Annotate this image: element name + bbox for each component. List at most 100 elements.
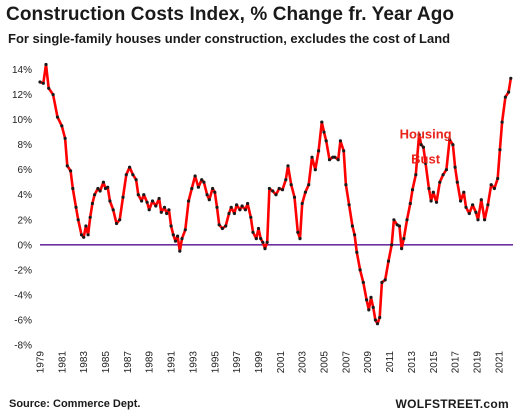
data-point xyxy=(402,237,406,241)
data-point xyxy=(173,239,178,243)
data-point xyxy=(284,178,288,182)
data-point xyxy=(427,186,431,191)
data-point xyxy=(211,186,215,191)
x-tick-label: 1981 xyxy=(57,351,68,374)
data-point xyxy=(232,211,236,216)
data-point xyxy=(196,185,200,189)
data-point xyxy=(397,224,401,228)
data-point xyxy=(251,230,255,234)
data-point xyxy=(190,186,194,191)
data-point xyxy=(303,190,307,194)
y-tick-label: 12% xyxy=(12,90,32,101)
data-point xyxy=(145,200,149,204)
data-point xyxy=(479,198,483,202)
data-point xyxy=(131,173,135,177)
data-point xyxy=(60,124,64,128)
data-point xyxy=(88,215,92,219)
data-point xyxy=(171,233,175,237)
data-point xyxy=(76,218,80,222)
data-point xyxy=(474,210,478,214)
y-tick-label: 14% xyxy=(12,65,32,76)
data-point xyxy=(471,203,475,207)
data-point xyxy=(86,233,90,237)
data-point xyxy=(187,199,191,203)
data-point xyxy=(96,186,100,191)
data-point xyxy=(338,139,342,143)
x-tick-label: 2003 xyxy=(298,351,309,374)
data-point xyxy=(128,165,132,169)
x-tick-label: 1985 xyxy=(101,351,112,374)
data-point xyxy=(51,93,55,97)
data-point xyxy=(342,149,346,153)
data-point xyxy=(424,161,428,165)
data-point xyxy=(55,115,60,119)
data-point xyxy=(38,80,42,84)
data-point xyxy=(486,203,490,207)
data-point xyxy=(355,250,359,254)
data-point xyxy=(317,149,321,153)
data-point xyxy=(154,204,158,208)
data-point xyxy=(93,193,97,197)
data-point xyxy=(421,145,425,149)
data-point xyxy=(261,240,265,244)
y-axis: -8% -6% -4% -2% 0% 2% 4% 6% 8% 10% 12% 14% xyxy=(12,65,32,351)
data-point xyxy=(408,201,412,206)
data-point xyxy=(353,233,357,237)
x-tick-label: 2011 xyxy=(385,351,396,373)
data-point xyxy=(489,183,493,187)
data-point xyxy=(327,158,332,162)
data-point xyxy=(300,201,304,206)
chart-subtitle: For single-family houses under construct… xyxy=(8,31,451,46)
data-point xyxy=(229,205,233,209)
data-point xyxy=(358,268,362,272)
y-tick-label: 6% xyxy=(18,165,33,176)
data-point xyxy=(98,189,102,193)
data-point xyxy=(459,199,463,203)
data-point xyxy=(289,183,293,187)
data-point xyxy=(378,315,382,320)
data-point xyxy=(274,193,278,197)
data-point xyxy=(101,180,105,184)
data-point xyxy=(193,174,197,178)
data-point xyxy=(240,204,244,208)
data-point xyxy=(277,186,281,191)
data-point xyxy=(324,139,328,143)
data-point xyxy=(380,280,384,284)
data-point xyxy=(453,165,457,169)
data-point xyxy=(162,205,167,209)
data-point xyxy=(265,240,269,244)
data-point xyxy=(507,90,511,94)
data-point xyxy=(259,237,263,241)
data-point xyxy=(207,198,211,202)
x-tick-label: 1991 xyxy=(167,351,178,374)
x-tick-label: 2013 xyxy=(407,351,418,374)
data-point xyxy=(124,173,128,177)
data-point xyxy=(361,280,365,284)
data-point xyxy=(134,178,138,182)
data-point xyxy=(419,143,423,147)
y-tick-label: 8% xyxy=(18,140,33,151)
data-point xyxy=(41,81,45,85)
y-tick-label: -6% xyxy=(14,315,32,326)
data-point xyxy=(310,155,314,159)
data-point xyxy=(320,120,324,124)
data-point xyxy=(69,169,73,173)
data-point xyxy=(313,168,317,172)
data-point xyxy=(365,298,369,302)
data-point xyxy=(455,180,459,184)
data-point xyxy=(71,186,75,191)
x-tick-label: 2017 xyxy=(451,351,462,374)
data-point xyxy=(498,148,502,152)
data-point xyxy=(307,183,311,187)
x-tick-label: 2021 xyxy=(494,351,505,374)
data-point xyxy=(79,233,84,237)
data-point xyxy=(263,247,267,251)
data-point xyxy=(180,237,184,241)
x-tick-label: 1999 xyxy=(254,351,265,374)
data-point xyxy=(183,228,187,232)
data-point xyxy=(462,190,466,194)
data-point xyxy=(414,173,418,177)
data-point xyxy=(178,249,182,253)
data-point xyxy=(238,208,242,212)
data-point xyxy=(256,226,261,231)
